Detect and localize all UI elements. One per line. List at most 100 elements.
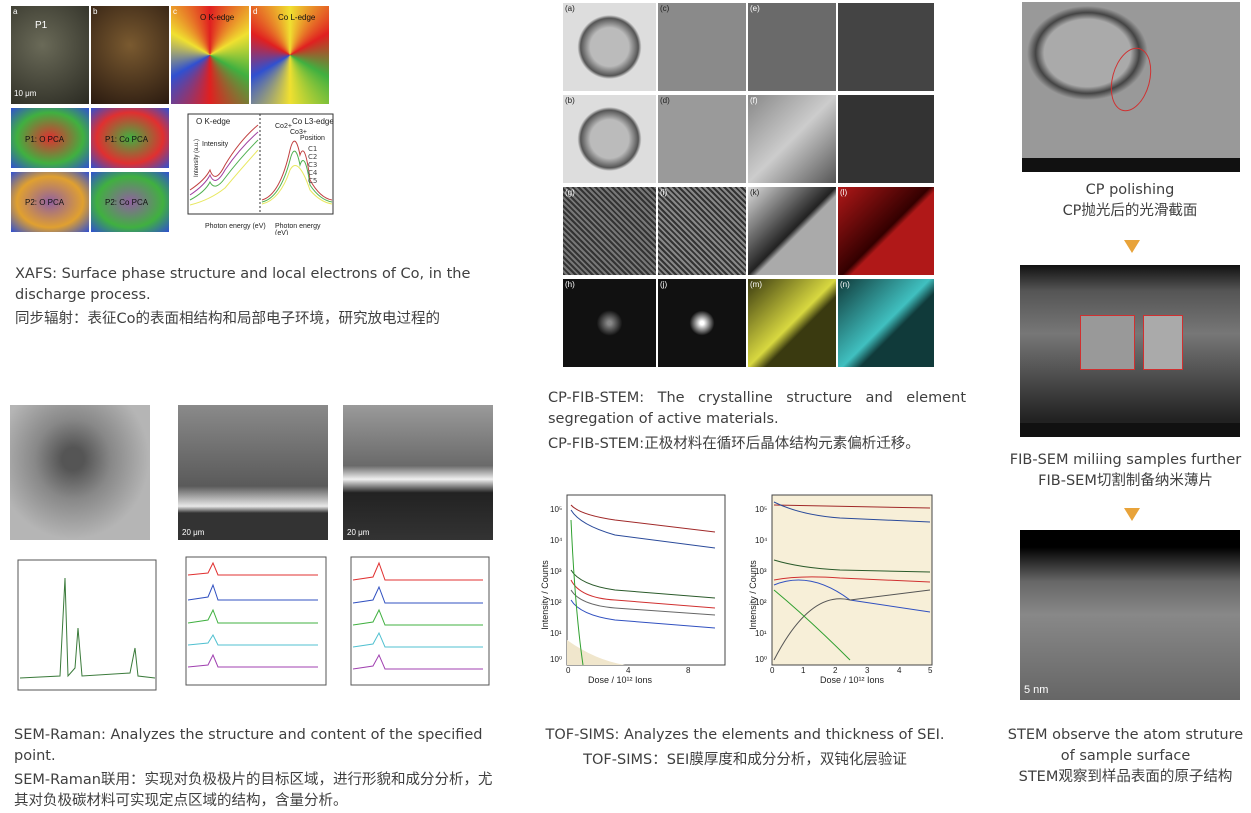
y-tick: 10⁰ bbox=[550, 655, 563, 664]
map-label: P1: O PCA bbox=[25, 135, 65, 144]
hrtem-panels bbox=[837, 2, 935, 92]
map-label: O K-edge bbox=[200, 13, 235, 22]
xafs-map-c bbox=[170, 5, 250, 105]
eds-map-m bbox=[747, 278, 837, 368]
xafs-spectrum bbox=[187, 113, 334, 215]
panel-label: (b) bbox=[565, 96, 575, 105]
x-tick: 4 bbox=[897, 666, 902, 675]
caption-zh: SEM-Raman联用：实现对负极极片的目标区域，进行形貌和成分分析，尤其对负极… bbox=[14, 772, 493, 809]
panel-label: (g) bbox=[565, 188, 575, 197]
panel-label: (n) bbox=[840, 280, 850, 289]
stem-caption: STEM observe the atom struture of sample… bbox=[1000, 725, 1251, 788]
sem-raman-caption: SEM-Raman: Analyzes the structure and co… bbox=[14, 725, 504, 812]
sem-info-bar bbox=[1020, 423, 1240, 437]
tem-panel-f bbox=[747, 94, 837, 184]
tem-panel-d bbox=[657, 94, 747, 184]
caption-en: SEM-Raman: Analyzes the structure and co… bbox=[14, 727, 483, 764]
optical-image-1: 20 μm bbox=[178, 405, 328, 540]
x-tick: 8 bbox=[686, 666, 691, 675]
legend-item: C3 bbox=[308, 161, 318, 169]
scale-bar: 20 μm bbox=[347, 528, 370, 537]
panel-label: (m) bbox=[750, 280, 762, 289]
y-tick: 10³ bbox=[755, 567, 767, 576]
caption-en: FIB-SEM miliing samples further bbox=[1009, 452, 1242, 468]
milled-region-1 bbox=[1080, 315, 1135, 370]
panel-label: c bbox=[173, 7, 177, 16]
spectrum-xlabel: Photon energy (eV) bbox=[205, 223, 266, 230]
map-label: P1: Co PCA bbox=[105, 135, 149, 144]
milled-region-2 bbox=[1143, 315, 1183, 370]
sem-particle-a bbox=[562, 2, 657, 92]
spectrum-left-title: O K-edge bbox=[196, 117, 231, 126]
y-tick: 10⁴ bbox=[550, 536, 563, 545]
panel-label: (k) bbox=[750, 188, 760, 197]
spectrum-xlabel: Photon energy (eV) bbox=[275, 223, 321, 235]
xafs-pca-e bbox=[10, 107, 90, 169]
panel-label: (e) bbox=[750, 4, 760, 13]
eds-map-n bbox=[837, 278, 935, 368]
sem-particle-b bbox=[562, 94, 657, 184]
y-tick: 10⁵ bbox=[755, 505, 768, 514]
scale-bar: 5 nm bbox=[1024, 684, 1049, 696]
fib-sem-image bbox=[1020, 265, 1240, 437]
tof-sims-chart-left bbox=[566, 494, 726, 666]
tem-panel-c bbox=[657, 2, 747, 92]
panel-label: (h) bbox=[565, 280, 575, 289]
caption-en: TOF-SIMS: Analyzes the elements and thic… bbox=[545, 727, 945, 743]
hrstem-g bbox=[562, 186, 657, 276]
xafs-pca-h bbox=[90, 171, 170, 233]
x-tick: 4 bbox=[626, 666, 631, 675]
scale-bar: 10 μm bbox=[14, 89, 37, 98]
y-axis-label: Intensity / Counts bbox=[539, 560, 550, 630]
y-tick: 10⁰ bbox=[755, 655, 768, 664]
caption-zh: TOF-SIMS：SEI膜厚度和成分分析，双钝化层验证 bbox=[583, 752, 907, 768]
legend-item: C2 bbox=[308, 153, 318, 161]
spectrum-legend: C1 C2 C3 C4 C5 bbox=[308, 145, 317, 185]
annotation: Co2+ bbox=[275, 123, 292, 130]
xafs-map-b bbox=[90, 5, 170, 105]
annotation: Position bbox=[300, 135, 325, 142]
legend-item: C4 bbox=[308, 169, 318, 177]
fib-caption: FIB-SEM miliing samples further FIB-SEM切… bbox=[1000, 450, 1251, 492]
legend-item: C1 bbox=[308, 145, 318, 153]
eds-map-l bbox=[837, 186, 935, 276]
arrow-down-icon bbox=[1124, 508, 1140, 521]
x-axis-label: Dose / 10¹² Ions bbox=[588, 675, 653, 685]
map-label: P2: Co PCA bbox=[105, 198, 149, 207]
cp-fib-stem-figure: (a) (c) (e) (b) (d) (f) (g) (i) (k) (l) … bbox=[562, 2, 935, 370]
arrow-down-icon bbox=[1124, 240, 1140, 253]
panel-label: (c) bbox=[660, 4, 670, 13]
x-tick: 1 bbox=[801, 666, 806, 675]
xafs-map-d bbox=[250, 5, 330, 105]
panel-label: d bbox=[253, 7, 258, 16]
panel-label: (d) bbox=[660, 96, 670, 105]
y-tick: 10² bbox=[755, 598, 767, 607]
caption-zh: CP抛光后的光滑截面 bbox=[1062, 203, 1198, 219]
x-tick: 2 bbox=[833, 666, 838, 675]
xafs-caption: XAFS: Surface phase structure and local … bbox=[15, 264, 505, 330]
caption-zh: CP-FIB-STEM:正极材料在循环后晶体结构元素偏析迁移。 bbox=[548, 436, 920, 452]
x-tick: 5 bbox=[928, 666, 933, 675]
spectrum-ylabel: Intensity (a.u.) bbox=[194, 138, 201, 178]
caption-en: CP polishing bbox=[1085, 182, 1175, 198]
sem-info-bar bbox=[1022, 158, 1240, 172]
map-label: Co L-edge bbox=[278, 13, 316, 22]
optical-image-2: 20 μm bbox=[343, 405, 493, 540]
cp-fib-stem-caption: CP-FIB-STEM: The crystalline structure a… bbox=[548, 388, 966, 455]
panel-label: (j) bbox=[660, 280, 668, 289]
y-tick: 10³ bbox=[550, 567, 562, 576]
legend-item: C5 bbox=[308, 177, 318, 185]
panel-label: (f) bbox=[750, 96, 758, 105]
x-tick: 0 bbox=[770, 666, 775, 675]
map-label: P1 bbox=[35, 20, 48, 31]
sem-image bbox=[10, 405, 150, 540]
caption-zh: 同步辐射：表征Co的表面相结构和局部电子环境，研究放电过程的 bbox=[15, 311, 440, 327]
xafs-map-a bbox=[10, 5, 90, 105]
tof-sims-caption: TOF-SIMS: Analyzes the elements and thic… bbox=[530, 725, 960, 771]
caption-en: STEM observe the atom struture of sample… bbox=[1007, 727, 1244, 764]
panel-label: (a) bbox=[565, 4, 575, 13]
panel-label: (i) bbox=[660, 188, 668, 197]
hrstem-i bbox=[657, 186, 747, 276]
x-tick: 0 bbox=[566, 666, 571, 675]
y-tick: 10⁵ bbox=[550, 505, 563, 514]
